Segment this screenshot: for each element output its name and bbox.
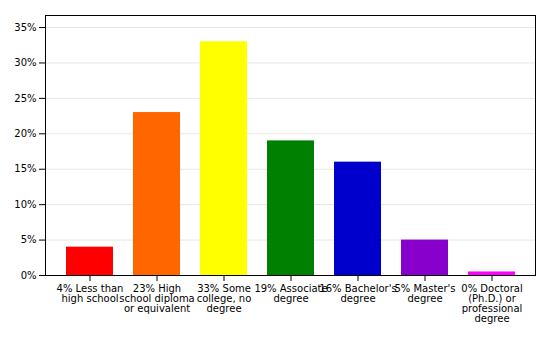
svg-text:25%: 25%	[14, 93, 36, 104]
svg-text:30%: 30%	[14, 57, 36, 68]
svg-text:16% Bachelor'sdegree: 16% Bachelor'sdegree	[319, 283, 396, 304]
svg-text:20%: 20%	[14, 128, 36, 139]
svg-text:0%: 0%	[21, 270, 37, 281]
svg-text:0% Doctoral(Ph.D.) orprofessio: 0% Doctoral(Ph.D.) orprofessionaldegree	[461, 283, 522, 324]
svg-text:23% Highschool diplomaor equiv: 23% Highschool diplomaor equivalent	[119, 283, 194, 314]
svg-text:5%: 5%	[21, 234, 37, 245]
svg-text:4% Less thanhigh school: 4% Less thanhigh school	[57, 283, 124, 304]
svg-text:35%: 35%	[14, 22, 36, 33]
svg-text:19% Associatedegree: 19% Associatedegree	[254, 283, 327, 304]
svg-text:10%: 10%	[14, 199, 36, 210]
svg-text:5% Master'sdegree: 5% Master'sdegree	[394, 283, 455, 304]
svg-text:15%: 15%	[14, 163, 36, 174]
svg-text:33% Somecollege, nodegree: 33% Somecollege, nodegree	[197, 283, 252, 314]
